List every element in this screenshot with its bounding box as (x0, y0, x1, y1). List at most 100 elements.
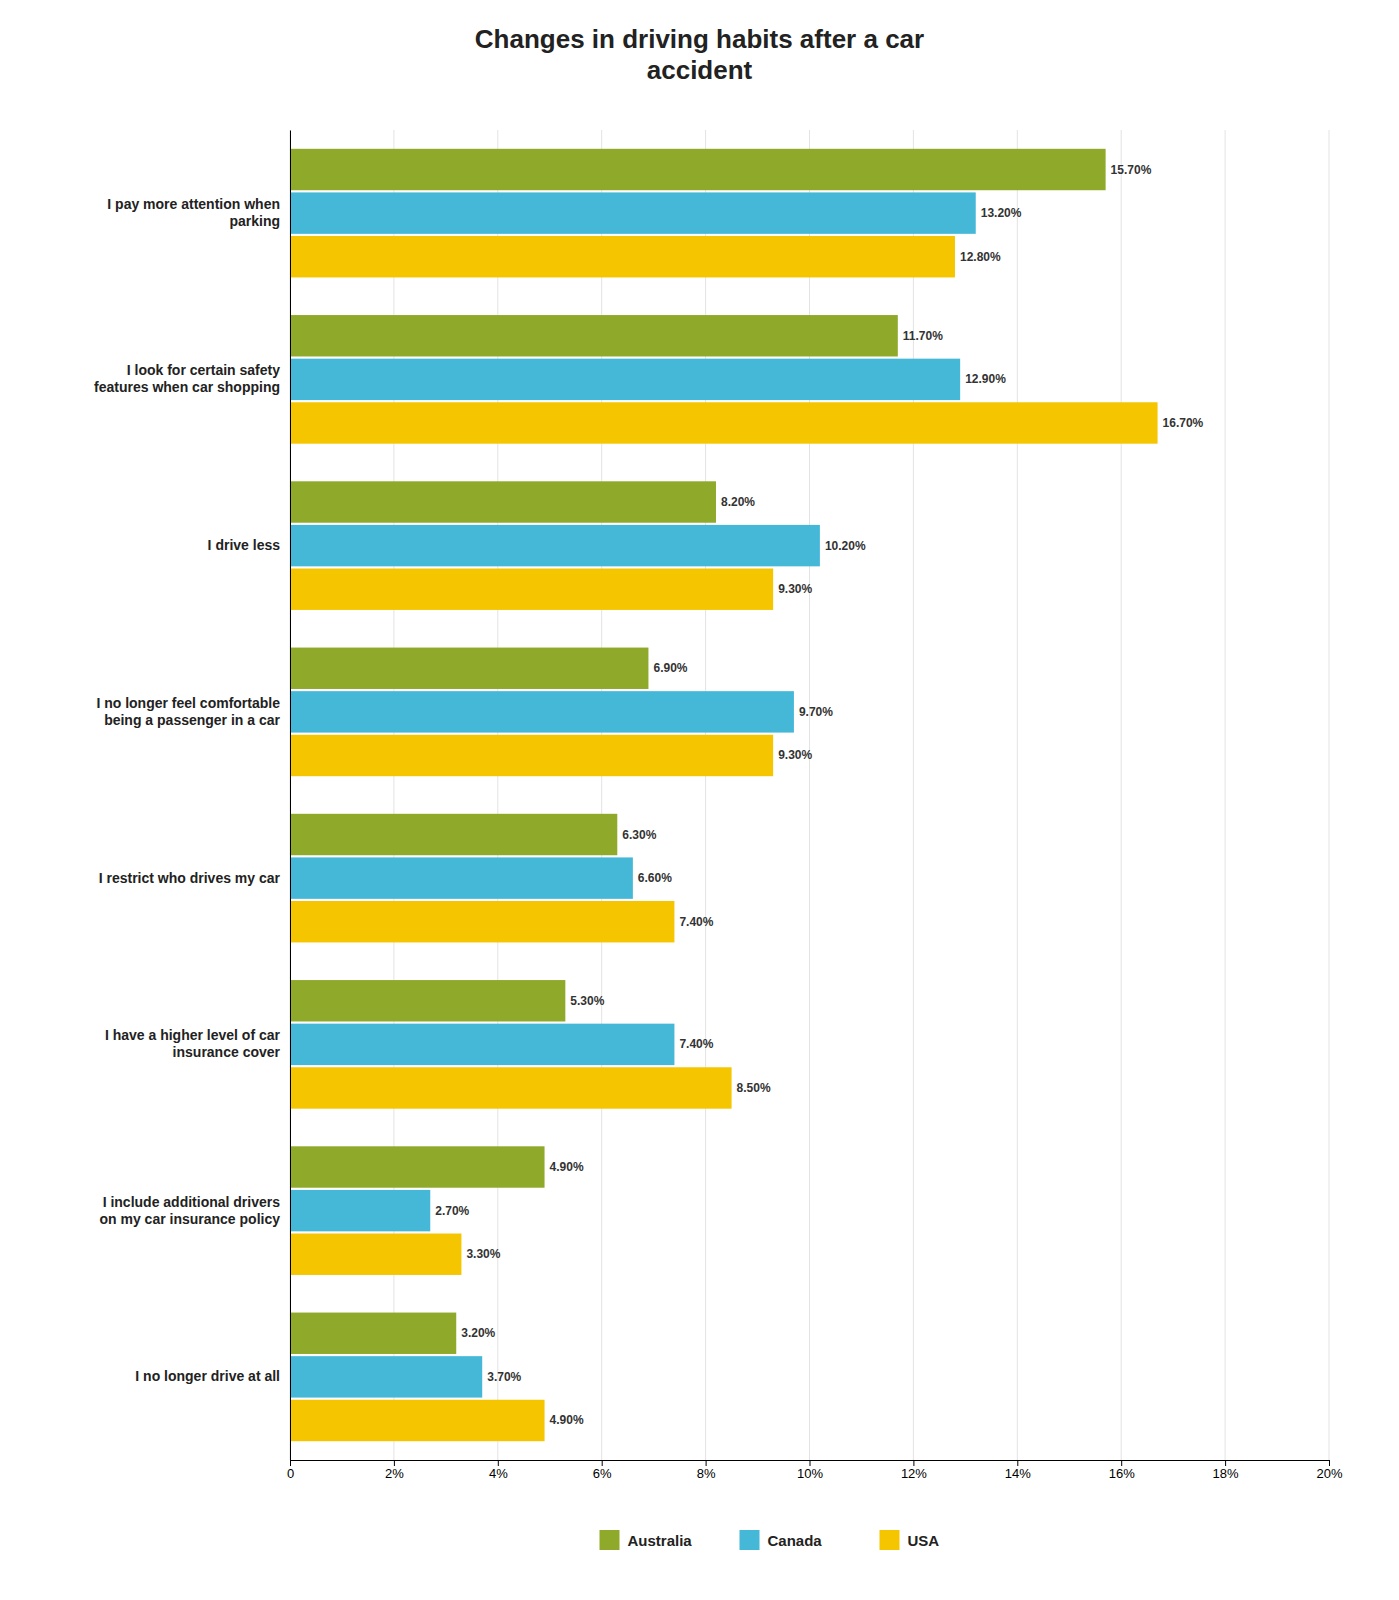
bar (290, 691, 794, 732)
data-label: 9.30% (778, 582, 812, 596)
x-tick: 20% (1316, 1460, 1342, 1481)
chart: Changes in driving habits after a caracc… (0, 0, 1399, 1600)
x-tick-mark (1329, 1460, 1330, 1466)
x-tick-mark (1121, 1460, 1122, 1466)
bar (290, 1400, 545, 1441)
y-tick: I look for certain safetyfeatures when c… (94, 362, 280, 395)
y-tick: I no longer drive at all (135, 1368, 280, 1384)
y-tick: I include additional driverson my car in… (99, 1194, 280, 1227)
grid-line (1329, 130, 1330, 1460)
x-tick-label: 2% (385, 1466, 404, 1481)
bar (290, 315, 898, 356)
legend-item: USA (880, 1530, 940, 1550)
x-tick-label: 4% (489, 1466, 508, 1481)
data-label: 13.20% (981, 206, 1022, 220)
x-tick-mark (1017, 1460, 1018, 1466)
x-tick-label: 0 (287, 1466, 294, 1481)
grid-line (1017, 130, 1018, 1460)
bar (290, 857, 633, 898)
legend: Australia Canada USA (600, 1530, 940, 1550)
x-tick-mark (290, 1460, 291, 1466)
y-axis-line (290, 131, 291, 1461)
data-label: 11.70% (903, 329, 943, 343)
x-tick-label: 12% (901, 1466, 927, 1481)
x-tick-mark (602, 1460, 603, 1466)
y-tick-label: I look for certain safetyfeatures when c… (94, 362, 280, 395)
bar (290, 1313, 456, 1354)
data-label: 12.90% (965, 372, 1006, 386)
x-tick: 10% (797, 1460, 823, 1481)
grid-line (1121, 130, 1122, 1460)
x-tick-label: 8% (697, 1466, 716, 1481)
y-tick: I restrict who drives my car (99, 870, 281, 886)
data-label: 3.30% (466, 1247, 500, 1261)
y-tick-label: I restrict who drives my car (99, 870, 281, 886)
x-tick-label: 6% (593, 1466, 612, 1481)
data-label: 4.90% (550, 1160, 584, 1174)
data-label: 12.80% (960, 250, 1001, 264)
bars (290, 149, 1158, 1441)
bar (290, 149, 1106, 190)
data-label: 8.50% (737, 1081, 771, 1095)
x-tick: 18% (1213, 1460, 1239, 1481)
data-label: 3.70% (487, 1370, 521, 1384)
bar (290, 481, 716, 522)
bar (290, 901, 674, 942)
x-tick: 12% (901, 1460, 927, 1481)
x-tick-label: 20% (1316, 1466, 1342, 1481)
data-label: 8.20% (721, 495, 755, 509)
x-tick-label: 16% (1109, 1466, 1135, 1481)
x-tick: 4% (489, 1460, 508, 1481)
x-axis-line (291, 1461, 1330, 1467)
x-tick: 0 (287, 1460, 294, 1481)
x-tick-mark (498, 1460, 499, 1466)
legend-swatch (600, 1530, 620, 1550)
y-tick-label: I drive less (208, 537, 281, 553)
data-label: 9.30% (778, 748, 812, 762)
title: Changes in driving habits after a caracc… (475, 24, 924, 85)
bar (290, 648, 648, 689)
data-label: 9.70% (799, 705, 833, 719)
y-tick-label: I pay more attention whenparking (107, 196, 280, 229)
data-label: 6.90% (653, 661, 687, 675)
bar (290, 192, 976, 233)
y-tick-label: I have a higher level of carinsurance co… (105, 1027, 281, 1060)
grid-line (290, 130, 291, 1460)
x-tick: 14% (1005, 1460, 1031, 1481)
x-tick-label: 10% (797, 1466, 823, 1481)
y-tick: I no longer feel comfortablebeing a pass… (96, 695, 280, 728)
legend-swatch (880, 1530, 900, 1550)
bar (290, 1067, 732, 1108)
legend-label: Canada (768, 1532, 823, 1549)
data-label: 6.30% (622, 828, 656, 842)
x-tick: 6% (593, 1460, 612, 1481)
y-axis: I pay more attention whenparking I look f… (94, 131, 290, 1461)
bar (290, 236, 955, 277)
x-tick-mark (706, 1460, 707, 1466)
legend-label: Australia (628, 1532, 693, 1549)
x-tick-mark (810, 1460, 811, 1466)
legend-item: Australia (600, 1530, 693, 1550)
data-label: 15.70% (1111, 163, 1152, 177)
bar (290, 402, 1158, 443)
x-tick-mark (913, 1460, 914, 1466)
bar (290, 980, 565, 1021)
data-label: 2.70% (435, 1204, 469, 1218)
data-label: 16.70% (1163, 416, 1204, 430)
bar (290, 814, 617, 855)
bar (290, 1234, 461, 1275)
plot: 15.70%11.70%8.20%6.90%6.30%5.30%4.90%3.2… (94, 130, 1343, 1481)
y-tick: I have a higher level of carinsurance co… (105, 1027, 281, 1060)
x-tick-label: 18% (1213, 1466, 1239, 1481)
bar (290, 569, 773, 610)
y-tick: I pay more attention whenparking (107, 196, 280, 229)
bar (290, 1356, 482, 1397)
data-label: 10.20% (825, 539, 866, 553)
legend-item: Canada (740, 1530, 823, 1550)
y-tick: I drive less (208, 537, 281, 553)
data-label: 7.40% (679, 1037, 713, 1051)
data-labels: 15.70%11.70%8.20%6.90%6.30%5.30%4.90%3.2… (435, 163, 1203, 1428)
x-tick: 8% (697, 1460, 716, 1481)
bar (290, 525, 820, 566)
bar (290, 1190, 430, 1231)
